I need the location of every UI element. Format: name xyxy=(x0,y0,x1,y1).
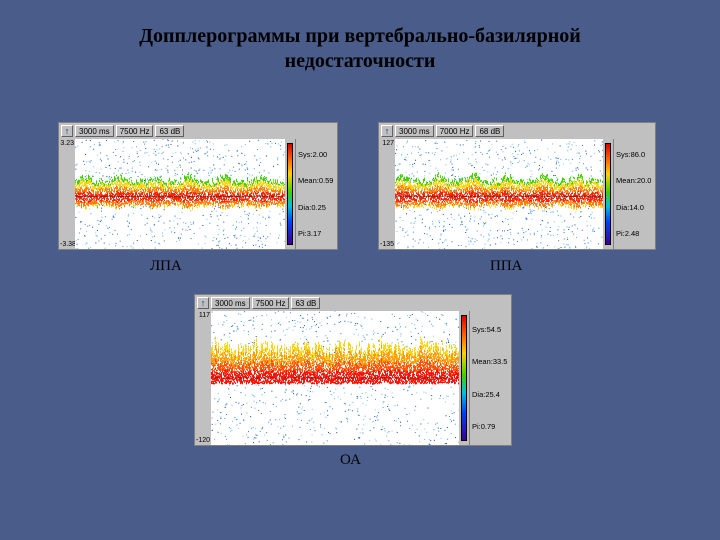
colorbar xyxy=(459,311,469,445)
caption-oa: ОА xyxy=(340,452,361,469)
hz-button[interactable]: 7500 Hz xyxy=(116,125,154,137)
ms-button[interactable]: 3000 ms xyxy=(395,125,434,137)
hz-button[interactable]: 7500 Hz xyxy=(252,297,290,309)
stat-pi: Pi:0.79 xyxy=(472,422,509,431)
spectrogram xyxy=(211,311,459,445)
y-axis: 3.23 -3.38 xyxy=(59,139,75,249)
arrow-up-icon[interactable]: ↑ xyxy=(197,297,209,309)
doppler-panel-oa: ↑ 3000 ms 7500 Hz 63 dB 117 -120 Sys:54.… xyxy=(194,294,512,446)
stat-pi: Pi:2.48 xyxy=(616,229,653,238)
caption-ppa: ППА xyxy=(490,258,523,275)
stat-sys: Sys:54.5 xyxy=(472,325,509,334)
colorbar xyxy=(285,139,295,249)
db-button[interactable]: 63 dB xyxy=(155,125,184,137)
doppler-panel-lpa: ↑ 3000 ms 7500 Hz 63 dB 3.23 -3.38 Sys:2… xyxy=(58,122,338,250)
stat-sys: Sys:86.0 xyxy=(616,150,653,159)
arrow-up-icon[interactable]: ↑ xyxy=(381,125,393,137)
title-line1: Допплерограммы при вертебрально-базилярн… xyxy=(139,25,581,47)
y-top: 117 xyxy=(196,312,210,319)
stat-dia: Dia:25.4 xyxy=(472,390,509,399)
ms-button[interactable]: 3000 ms xyxy=(211,297,250,309)
arrow-up-icon[interactable]: ↑ xyxy=(61,125,73,137)
toolbar: ↑ 3000 ms 7500 Hz 63 dB xyxy=(195,295,511,311)
colorbar xyxy=(603,139,613,249)
stat-mean: Mean:20.0 xyxy=(616,176,653,185)
toolbar: ↑ 3000 ms 7500 Hz 63 dB xyxy=(59,123,337,139)
stats-panel: Sys:86.0 Mean:20.0 Dia:14.0 Pi:2.48 xyxy=(613,139,655,249)
y-top: 3.23 xyxy=(60,140,74,147)
db-button[interactable]: 63 dB xyxy=(291,297,320,309)
stat-mean: Mean:0.59 xyxy=(298,176,335,185)
y-axis: 117 -120 xyxy=(195,311,211,445)
stats-panel: Sys:2.00 Mean:0.59 Dia:0.25 Pi:3.17 xyxy=(295,139,337,249)
y-bottom: -120 xyxy=(196,437,210,444)
y-top: 127 xyxy=(380,140,394,147)
stat-dia: Dia:14.0 xyxy=(616,203,653,212)
stat-sys: Sys:2.00 xyxy=(298,150,335,159)
stat-mean: Mean:33.5 xyxy=(472,357,509,366)
stat-pi: Pi:3.17 xyxy=(298,229,335,238)
db-button[interactable]: 68 dB xyxy=(475,125,504,137)
doppler-panel-ppa: ↑ 3000 ms 7000 Hz 68 dB 127 -135 Sys:86.… xyxy=(378,122,656,250)
y-bottom: -135 xyxy=(380,241,394,248)
title-line2: недостаточности xyxy=(285,50,436,72)
spectrogram xyxy=(75,139,285,249)
stat-dia: Dia:0.25 xyxy=(298,203,335,212)
hz-button[interactable]: 7000 Hz xyxy=(436,125,474,137)
page-title: Допплерограммы при вертебрально-базилярн… xyxy=(0,24,720,74)
toolbar: ↑ 3000 ms 7000 Hz 68 dB xyxy=(379,123,655,139)
y-axis: 127 -135 xyxy=(379,139,395,249)
spectrogram xyxy=(395,139,603,249)
y-bottom: -3.38 xyxy=(60,241,74,248)
stats-panel: Sys:54.5 Mean:33.5 Dia:25.4 Pi:0.79 xyxy=(469,311,511,445)
caption-lpa: ЛПА xyxy=(150,258,182,275)
ms-button[interactable]: 3000 ms xyxy=(75,125,114,137)
